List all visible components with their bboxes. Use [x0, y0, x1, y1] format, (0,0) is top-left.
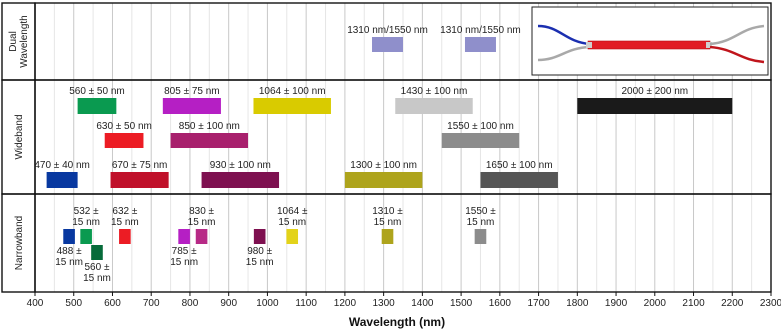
bar-17 — [91, 245, 103, 260]
band-label-wide: Wideband — [14, 114, 25, 159]
x-tick-label: 1600 — [489, 298, 512, 309]
bar-11 — [110, 172, 169, 188]
bar-14 — [480, 172, 558, 188]
x-tick-label: 2000 — [644, 298, 667, 309]
bar-label-16: 532 ±15 nm — [72, 206, 100, 228]
bar-label-15: 488 ±15 nm — [55, 246, 83, 268]
bar-20 — [195, 229, 208, 244]
fiber-gray-left — [537, 45, 591, 62]
coupler-diagram-inset — [531, 6, 769, 76]
x-tick-label: 1300 — [373, 298, 396, 309]
bar-7 — [104, 133, 144, 148]
bar-label-8: 850 ± 100 nm — [179, 121, 240, 132]
x-axis: 400 500 600 700 800 900 1000 1100 1200 1300 1400 15… — [27, 292, 781, 309]
bar-label-5: 1430 ± 100 nm — [401, 86, 468, 97]
bars — [46, 37, 733, 260]
fiber-blue — [537, 24, 591, 46]
x-tick-label: 1500 — [450, 298, 473, 309]
bar-label-19: 785 ±15 nm — [170, 246, 198, 268]
bar-23 — [381, 229, 394, 244]
bar-label-18: 632 ±15 nm — [111, 206, 139, 228]
bar-label-4: 1064 ± 100 nm — [259, 86, 326, 97]
x-tick-label: 1200 — [334, 298, 357, 309]
coupler-end-right — [706, 42, 712, 48]
fiber-red — [709, 45, 765, 64]
bar-9 — [441, 133, 520, 148]
bar-label-24: 1550 ±15 nm — [465, 206, 496, 228]
bar-10 — [46, 172, 78, 188]
band-panels: DualWavelength Wideband Narrowband — [1, 2, 772, 293]
bar-8 — [170, 133, 249, 148]
bar-18 — [119, 229, 131, 244]
bar-label-2: 560 ± 50 nm — [69, 86, 125, 97]
coupler-end-left — [586, 42, 592, 48]
bar-1 — [464, 37, 496, 52]
x-axis-label: Wavelength (nm) — [349, 315, 445, 329]
x-tick-label: 800 — [182, 298, 199, 309]
bar-5 — [395, 98, 473, 114]
bar-22 — [286, 229, 299, 244]
bar-19 — [178, 229, 190, 244]
bar-24 — [474, 229, 487, 244]
x-tick-label: 700 — [143, 298, 160, 309]
bar-label-17: 560 ±15 nm — [83, 262, 111, 284]
bar-2 — [77, 98, 117, 114]
bar-0 — [372, 37, 403, 52]
x-tick-label: 600 — [104, 298, 121, 309]
bar-labels: 1310 nm/1550 nm 1310 nm/1550 nm 560 ± 50 n… — [34, 25, 688, 284]
bar-label-9: 1550 ± 100 nm — [447, 121, 514, 132]
bar-6 — [577, 98, 733, 114]
x-tick-label: 1700 — [527, 298, 550, 309]
band-label-narrow: Narrowband — [14, 216, 25, 270]
band-label-box-narrow — [1, 193, 36, 293]
bar-16 — [80, 229, 92, 244]
bar-12 — [201, 172, 280, 188]
x-tick-label: 2200 — [721, 298, 744, 309]
bar-4 — [253, 98, 331, 114]
band-label-dual: DualWavelength — [8, 15, 30, 67]
bar-label-14: 1650 ± 100 nm — [486, 160, 553, 171]
bar-label-1: 1310 nm/1550 nm — [440, 25, 521, 36]
bar-label-12: 930 ± 100 nm — [210, 160, 271, 171]
x-tick-label: 1000 — [256, 298, 279, 309]
bar-label-13: 1300 ± 100 nm — [350, 160, 417, 171]
bar-15 — [63, 229, 75, 244]
bar-label-10: 470 ± 40 nm — [34, 160, 90, 171]
bar-label-11: 670 ± 75 nm — [112, 160, 168, 171]
x-tick-label: 2100 — [682, 298, 705, 309]
bar-label-3: 805 ± 75 nm — [164, 86, 220, 97]
x-tick-label: 1100 — [295, 298, 317, 309]
bar-label-6: 2000 ± 200 nm — [621, 86, 688, 97]
bar-13 — [344, 172, 423, 188]
bar-3 — [162, 98, 221, 114]
bar-label-20: 830 ±15 nm — [188, 206, 216, 228]
fiber-gray-right — [709, 24, 765, 46]
x-tick-label: 400 — [27, 298, 44, 309]
x-tick-label: 900 — [220, 298, 237, 309]
x-tick-label: 1900 — [605, 298, 628, 309]
bar-label-0: 1310 nm/1550 nm — [347, 25, 428, 36]
x-tick-label: 2300 — [760, 298, 781, 309]
coupler-body — [587, 40, 711, 50]
bar-label-7: 630 ± 50 nm — [96, 121, 152, 132]
x-tick-label: 1400 — [411, 298, 434, 309]
bar-label-22: 1064 ±15 nm — [277, 206, 308, 228]
bar-label-21: 980 ±15 nm — [246, 246, 274, 268]
x-tick-label: 500 — [65, 298, 82, 309]
bar-21 — [253, 229, 266, 244]
bar-label-23: 1310 ±15 nm — [372, 206, 403, 228]
x-tick-label: 1800 — [566, 298, 589, 309]
